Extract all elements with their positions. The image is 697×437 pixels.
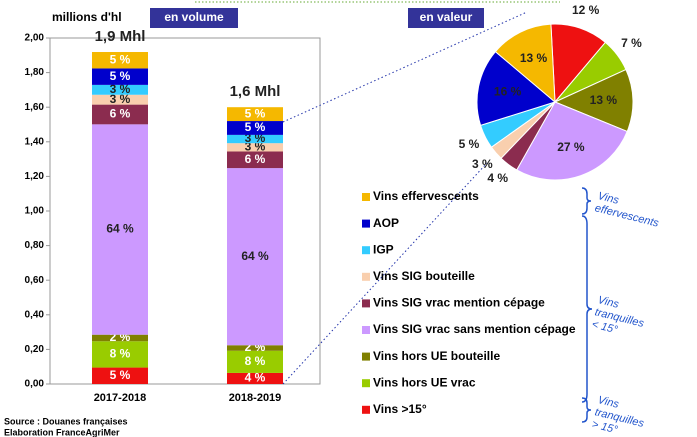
annotation-text: effervescents — [594, 202, 661, 230]
bar-segment — [227, 121, 283, 135]
legend-swatch — [362, 272, 370, 281]
bar-segment — [92, 52, 148, 69]
data-label: 12 % — [572, 3, 600, 17]
y-tick-label: 1,20 — [25, 171, 45, 182]
data-label: 3 % — [472, 157, 493, 171]
data-label: 13 % — [590, 93, 618, 107]
data-label: 5 % — [110, 52, 131, 66]
y-tick-label: 0,60 — [25, 275, 45, 286]
brace — [581, 187, 592, 215]
data-label: 27 % — [557, 140, 585, 154]
y-tick-label: 1,60 — [25, 102, 45, 113]
data-label: 6 % — [110, 107, 131, 121]
data-label: 8 % — [245, 354, 266, 368]
annotation-text: Vins — [597, 294, 621, 311]
brace — [581, 215, 593, 403]
data-label: 5 % — [245, 106, 266, 120]
total-label: 1,6 Mhl — [230, 83, 281, 100]
legend-swatch — [362, 219, 370, 228]
badge: en valeur — [420, 10, 473, 24]
legend-swatch — [362, 246, 370, 255]
legend-swatch — [362, 405, 370, 414]
data-label: 5 % — [459, 137, 480, 151]
legend-swatch — [362, 299, 370, 308]
connector — [282, 11, 528, 123]
y-tick-label: 1,00 — [25, 206, 45, 217]
annotation-text: Vins — [597, 394, 621, 411]
bar-segment — [227, 345, 283, 351]
bar-segment — [227, 168, 283, 346]
y-tick-label: 0,00 — [25, 379, 45, 390]
y-tick-label: 1,40 — [25, 136, 45, 147]
legend-label: Vins effervescents — [373, 189, 479, 203]
data-label: 64 % — [241, 249, 269, 263]
legend-label: Vins hors UE bouteille — [373, 349, 500, 363]
brace — [581, 397, 592, 423]
legend-label: Vins hors UE vrac — [373, 375, 476, 389]
y-tick-label: 2,00 — [25, 33, 45, 44]
badge-box — [408, 8, 484, 28]
bar-segment — [92, 124, 148, 335]
pie-slice — [476, 50, 557, 126]
bar-segment — [227, 350, 283, 373]
data-label: 6 % — [245, 152, 266, 166]
legend-label: Vins SIG vrac sans mention cépage — [373, 322, 576, 336]
legend-swatch — [362, 379, 370, 388]
y-tick-label: 0,80 — [25, 240, 45, 251]
bar-segment — [227, 372, 283, 384]
data-label: 64 % — [106, 222, 134, 236]
bar-segment — [227, 107, 283, 122]
bar-segment — [92, 341, 148, 368]
bar-segment — [227, 143, 283, 152]
y-tick-label: 1,80 — [25, 67, 45, 78]
data-label: 4 % — [245, 371, 266, 385]
y-tick-label: 0,40 — [25, 309, 45, 320]
bar-segment — [92, 84, 148, 95]
data-label: 5 % — [245, 120, 266, 134]
data-label: 16 % — [494, 85, 522, 99]
data-label: 3 % — [110, 92, 131, 106]
bar-segment — [92, 334, 148, 342]
y-tick-label: 0,20 — [25, 344, 45, 355]
legend-label: IGP — [373, 242, 394, 256]
total-label: 1,9 Mhl — [95, 28, 146, 45]
badge-box — [150, 8, 238, 28]
legend-label: Vins SIG vrac mention cépage — [373, 296, 545, 310]
legend-swatch — [362, 326, 370, 334]
data-label: 8 % — [110, 347, 131, 361]
bar-segment — [227, 151, 283, 169]
legend-swatch — [362, 352, 370, 361]
bar-segment — [92, 367, 148, 384]
x-tick-label: 2018-2019 — [229, 392, 282, 404]
bar-segment — [92, 68, 148, 85]
x-tick-label: 2017-2018 — [94, 392, 147, 404]
annotation-text: Vins — [597, 190, 621, 207]
data-label: 4 % — [487, 171, 508, 185]
source: Elaboration FranceAgriMer — [4, 427, 120, 437]
bar-segment — [92, 94, 148, 105]
badge: en volume — [164, 10, 224, 24]
legend-label: Vins >15° — [373, 402, 427, 416]
data-label: 3 % — [110, 82, 131, 96]
pie-slice — [553, 68, 634, 133]
legend-label: Vins SIG bouteille — [373, 269, 475, 283]
data-label: 5 % — [110, 69, 131, 83]
data-label: 5 % — [110, 368, 131, 382]
source: Source : Douanes françaises — [4, 416, 128, 426]
data-label: 13 % — [520, 51, 548, 65]
y-axis-label: millions d'hl — [52, 10, 122, 24]
pie-slice — [494, 23, 556, 104]
bar-segment — [227, 134, 283, 144]
legend-label: AOP — [373, 216, 399, 230]
legend-swatch — [362, 193, 370, 201]
bar-segment — [92, 104, 148, 125]
data-label: 7 % — [621, 36, 642, 50]
